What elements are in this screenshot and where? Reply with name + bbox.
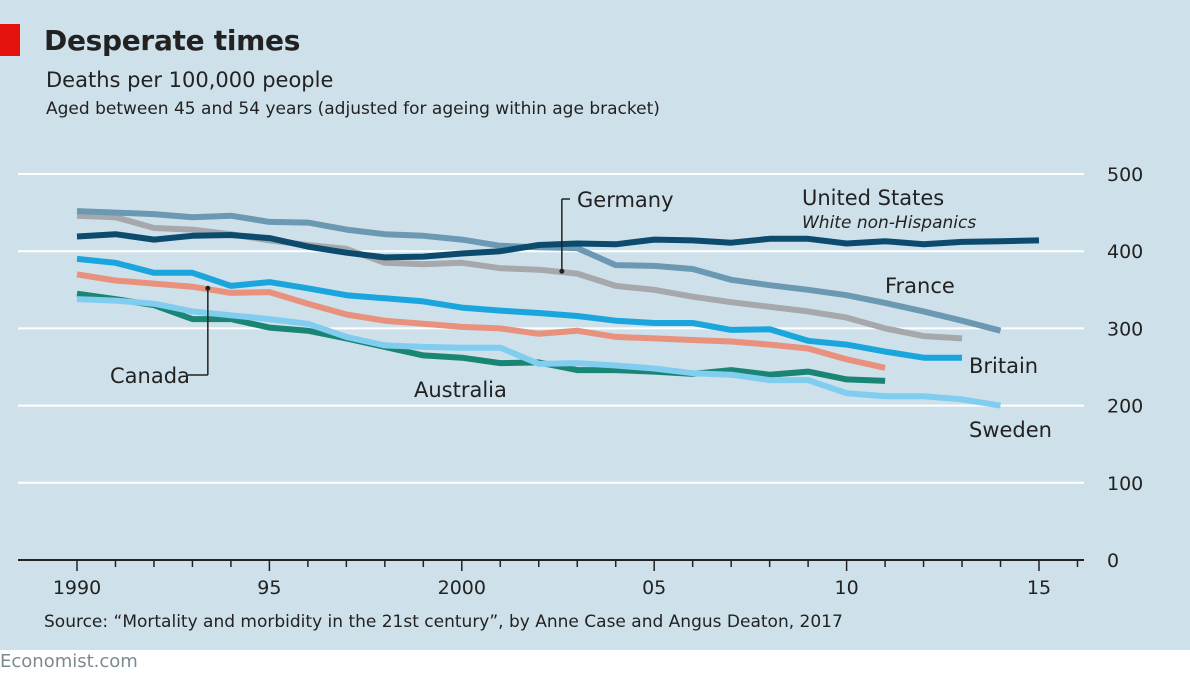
x-tick-label-1990: 1990 — [53, 577, 101, 599]
germany-leader-dot — [559, 268, 565, 274]
brand-red-tag — [0, 24, 20, 56]
x-tick-label-2005: 05 — [642, 577, 666, 599]
chart-subtitle: Deaths per 100,000 people — [46, 68, 334, 92]
x-tick-label-1995: 95 — [257, 577, 281, 599]
x-tick-label-2010: 10 — [835, 577, 859, 599]
series-line-australia — [76, 290, 886, 384]
y-tick-label-300: 300 — [1107, 318, 1143, 340]
y-tick-label-0: 0 — [1107, 550, 1119, 572]
source-note: Source: “Mortality and morbidity in the … — [44, 612, 843, 632]
x-tick-label-2000: 2000 — [438, 577, 486, 599]
series-labels: Germany France United States White non-H… — [110, 186, 1052, 442]
series-line-united-states — [76, 231, 1040, 261]
y-axis: 0 100 200 300 400 500 — [1107, 164, 1143, 572]
chart-subtitle-detail: Aged between 45 and 54 years (adjusted f… — [46, 99, 660, 119]
label-united-states: United States — [802, 186, 944, 210]
line-chart: 1990 95 2000 05 10 15 0 100 200 300 400 500 German… — [18, 164, 1143, 599]
gridlines — [18, 173, 1084, 561]
label-australia: Australia — [414, 378, 507, 402]
label-united-states-note: White non-Hispanics — [802, 213, 976, 233]
chart-panel — [0, 0, 1190, 650]
brand-credit: Economist.com — [0, 651, 138, 672]
label-germany: Germany — [577, 188, 674, 212]
label-sweden: Sweden — [969, 418, 1052, 442]
chart-title: Desperate times — [44, 24, 301, 57]
x-tick-label-2015: 15 — [1027, 577, 1051, 599]
y-tick-label-100: 100 — [1107, 473, 1143, 495]
y-tick-label-500: 500 — [1107, 164, 1143, 186]
canada-leader-dot — [205, 285, 211, 291]
series-line-britain — [76, 255, 962, 361]
y-tick-label-200: 200 — [1107, 396, 1143, 418]
series-line-canada — [76, 271, 886, 371]
x-axis: 1990 95 2000 05 10 15 — [53, 560, 1079, 599]
series-lines — [76, 208, 1040, 409]
label-france: France — [885, 274, 955, 298]
label-britain: Britain — [969, 354, 1038, 378]
series-line-sweden — [76, 296, 1001, 409]
y-tick-label-400: 400 — [1107, 241, 1143, 263]
label-canada: Canada — [110, 364, 190, 388]
